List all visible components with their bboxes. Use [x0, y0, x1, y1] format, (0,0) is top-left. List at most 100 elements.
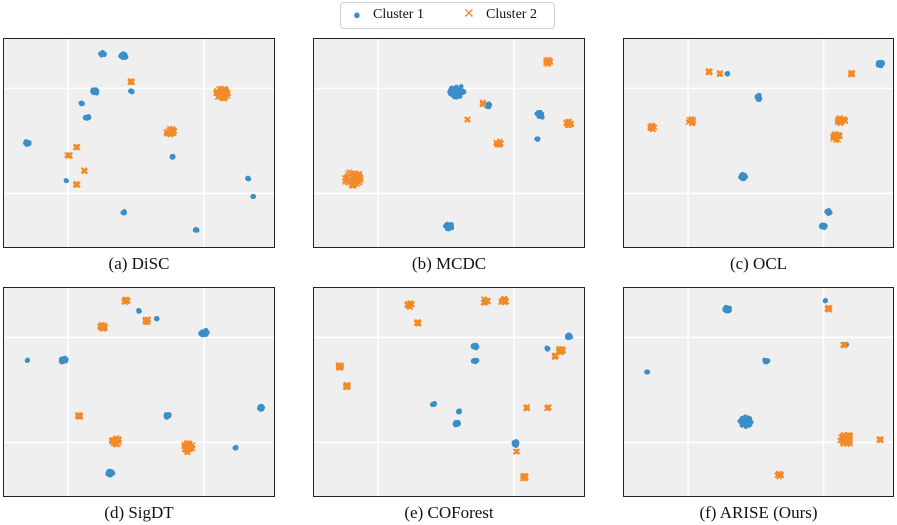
cluster-1-point	[137, 308, 142, 314]
legend-marker-cluster-2: ✕	[463, 7, 475, 22]
plot-area	[3, 38, 275, 248]
panel-a	[3, 38, 275, 248]
cluster-1-point	[565, 333, 570, 339]
legend: ● Cluster 1 ✕ Cluster 2	[340, 2, 555, 29]
cluster-1-point	[58, 358, 64, 364]
cluster-1-point	[511, 441, 517, 447]
cluster-1-point	[23, 139, 29, 145]
cluster-1-point	[63, 178, 69, 183]
cluster-1-point	[823, 298, 828, 303]
cluster-1-point	[754, 95, 760, 100]
caption-c: (c) OCL	[729, 254, 788, 273]
cluster-2-point	[830, 132, 837, 138]
cluster-1-point	[826, 208, 832, 214]
cluster-1-point	[724, 71, 730, 77]
cluster-2-point	[98, 324, 105, 331]
cluster-2-point	[545, 405, 551, 412]
cluster-1-point	[880, 61, 886, 66]
cluster-2-point	[464, 117, 471, 123]
cluster-2-point	[144, 316, 151, 323]
cluster-2-point	[74, 413, 81, 420]
cluster-2-point	[563, 120, 569, 127]
cluster-2-point	[80, 167, 87, 174]
cluster-2-point	[108, 438, 115, 445]
cluster-2-point	[833, 137, 839, 144]
cluster-2-point	[847, 434, 853, 441]
cluster-1-point	[725, 305, 731, 311]
cluster-2-point	[778, 471, 785, 478]
panel-c	[623, 38, 894, 248]
cluster-2-point	[689, 117, 696, 124]
cluster-2-point	[72, 182, 79, 188]
cluster-2-point	[222, 86, 229, 93]
cluster-1-point	[487, 102, 493, 108]
cluster-1-point	[450, 90, 455, 96]
cluster-2-point	[501, 296, 508, 303]
cluster-2-point	[557, 347, 564, 354]
cluster-1-point	[449, 222, 454, 227]
cluster-2-point	[216, 86, 223, 93]
cluster-1-point	[456, 408, 461, 414]
cluster-1-point	[474, 344, 480, 350]
cluster-2-point	[121, 298, 127, 305]
caption-e: (e) COForest	[404, 503, 494, 522]
cluster-2-point	[826, 307, 833, 313]
cluster-2-point	[124, 297, 131, 304]
panel-f	[623, 287, 894, 497]
cluster-2-point	[481, 300, 487, 306]
plot-area	[3, 287, 275, 497]
cluster-2-point	[338, 362, 345, 369]
cluster-1-point	[122, 209, 127, 215]
cluster-2-point	[841, 342, 847, 349]
cluster-2-point	[414, 319, 421, 325]
panel-d	[3, 287, 275, 497]
cluster-1-point	[251, 193, 256, 199]
caption-a: (a) DiSC	[108, 254, 170, 273]
cluster-1-point	[194, 228, 200, 233]
cluster-2-point	[706, 68, 713, 75]
cluster-2-point	[115, 436, 122, 442]
plot-area	[313, 38, 585, 248]
cluster-2-point	[345, 179, 352, 186]
cluster-1-point	[128, 89, 134, 94]
cluster-2-point	[346, 168, 353, 175]
cluster-2-point	[64, 152, 70, 158]
cluster-1-point	[100, 51, 106, 56]
cluster-2-point	[551, 353, 558, 360]
cluster-2-point	[113, 441, 119, 448]
cluster-1-point	[119, 52, 125, 58]
cluster-1-point	[154, 316, 160, 321]
cluster-1-point	[24, 358, 30, 364]
cluster-1-point	[819, 224, 825, 230]
cluster-2-point	[72, 144, 79, 151]
plot-area	[313, 287, 585, 497]
cluster-2-point	[521, 473, 528, 480]
cluster-1-point	[94, 90, 100, 96]
cluster-1-point	[471, 344, 477, 349]
cluster-1-point	[740, 422, 746, 428]
cluster-2-point	[547, 58, 554, 65]
cluster-2-point	[839, 117, 846, 123]
cluster-2-point	[647, 123, 653, 130]
cluster-1-point	[455, 419, 461, 425]
cluster-2-point	[224, 92, 230, 98]
plot-area	[623, 287, 894, 497]
cluster-2-point	[183, 446, 190, 453]
cluster-1-point	[545, 347, 550, 352]
cluster-1-point	[457, 94, 462, 99]
legend-label-cluster-2: Cluster 2	[486, 7, 537, 22]
cluster-1-point	[743, 174, 749, 180]
cluster-1-point	[63, 358, 68, 364]
cluster-1-point	[83, 114, 88, 120]
legend-label-cluster-1: Cluster 1	[373, 7, 424, 22]
cluster-1-point	[106, 472, 111, 477]
panel-b	[313, 38, 585, 248]
cluster-1-point	[165, 413, 171, 419]
cluster-1-point	[456, 87, 462, 93]
cluster-2-point	[647, 125, 653, 132]
caption-f: (f) ARISE (Ours)	[699, 503, 818, 522]
cluster-1-point	[535, 137, 540, 142]
cluster-2-point	[847, 71, 854, 78]
cluster-2-point	[348, 178, 355, 184]
